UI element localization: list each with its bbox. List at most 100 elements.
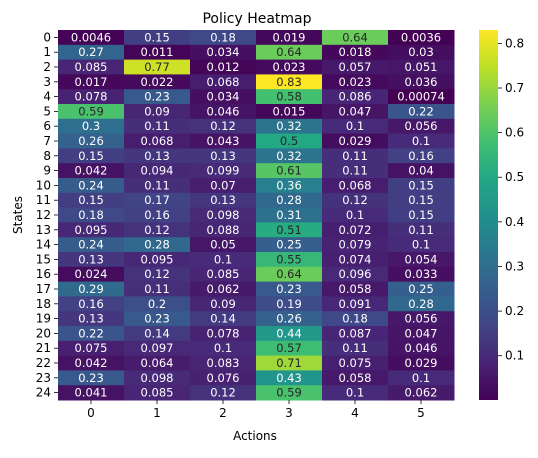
heatmap-cell [124,163,191,179]
heatmap-cell [388,133,455,149]
cell-value-label: 0.27 [78,45,104,59]
heatmap-cell [58,370,125,386]
heatmap-cell [388,355,455,371]
heatmap-cell [256,340,323,357]
cell-value-label: 0.096 [339,267,372,281]
heatmap-cell [388,281,455,297]
heatmap-cell [58,74,125,90]
x-axis-label: Actions [233,429,277,443]
heatmap-cell [256,30,323,46]
heatmap-cell [190,340,257,357]
heatmap-cell [58,266,125,283]
cell-value-label: 0.095 [141,252,174,266]
cell-value-label: 0.25 [408,282,434,296]
heatmap-cell [124,89,191,105]
heatmap-cell [256,148,323,164]
cell-value-label: 0.068 [207,75,240,89]
heatmap-cell [124,355,191,371]
cell-value-label: 0.11 [408,223,434,237]
cell-value-label: 0.011 [141,45,174,59]
x-tick-label: 1 [153,406,161,420]
heatmap-cell [388,30,455,46]
heatmap-cell [388,252,455,268]
heatmap-cell [388,266,455,283]
heatmap-cell [256,266,323,283]
heatmap-cell [322,222,389,238]
cell-value-label: 0.11 [342,149,368,163]
cell-value-label: 0.1 [346,119,364,133]
cell-value-label: 0.018 [339,45,372,59]
heatmap-cell [388,74,455,90]
cell-value-label: 0.55 [276,252,302,266]
cell-value-label: 0.16 [78,297,104,311]
y-tick-label: 0 [43,30,51,44]
cell-value-label: 0.11 [144,282,170,296]
cell-value-label: 0.13 [210,149,236,163]
heatmap-cell [322,281,389,297]
cell-value-label: 0.16 [408,149,434,163]
heatmap-cell [124,340,191,357]
cell-value-label: 0.068 [339,178,372,192]
heatmap-cell [322,296,389,312]
cell-value-label: 0.012 [207,60,240,74]
heatmap-cell [190,89,257,105]
cell-value-label: 0.03 [408,45,434,59]
heatmap-cell [190,296,257,312]
y-tick-label: 19 [36,312,51,326]
y-tick-label: 7 [43,134,51,148]
heatmap-cell [124,118,191,135]
heatmap-cell [58,311,125,327]
heatmap-cell [124,370,191,386]
cell-value-label: 0.036 [405,75,438,89]
y-tick-label: 14 [36,238,51,252]
cell-value-label: 0.091 [339,297,372,311]
y-tick-label: 21 [36,341,51,355]
heatmap-cell [190,311,257,327]
cell-value-label: 0.15 [78,149,104,163]
heatmap-cell [256,44,323,61]
cell-value-label: 0.11 [342,164,368,178]
cell-value-label: 0.047 [339,104,372,118]
heatmap-cell [58,237,125,253]
cell-value-label: 0.18 [210,30,236,44]
heatmap-cell [190,30,257,46]
heatmap-cell [190,74,257,90]
cell-value-label: 0.0046 [71,30,111,44]
heatmap-cell [58,385,125,401]
cell-value-label: 0.2 [148,297,166,311]
heatmap-cell [190,104,257,120]
heatmap-cell [190,266,257,283]
cell-value-label: 0.13 [210,193,236,207]
heatmap-cell [322,340,389,357]
heatmap-cell [322,163,389,179]
heatmap-cell [256,74,323,90]
x-tick-label: 4 [351,406,359,420]
heatmap-cell [388,222,455,238]
heatmap-cell [256,59,323,75]
y-tick-label: 20 [36,326,51,340]
cell-value-label: 0.1 [412,371,430,385]
heatmap-cell [388,178,455,194]
x-tick-label: 2 [219,406,227,420]
y-tick-label: 13 [36,223,51,237]
cell-value-label: 0.042 [75,356,108,370]
cell-value-label: 0.13 [144,149,170,163]
cell-value-label: 0.22 [408,104,434,118]
cell-value-label: 0.0036 [401,30,441,44]
heatmap-cell [256,385,323,401]
cell-value-label: 0.05 [210,238,236,252]
heatmap-cell [58,281,125,297]
cell-value-label: 0.075 [75,341,108,355]
cell-value-label: 0.085 [141,386,174,400]
heatmap-cell [190,118,257,135]
heatmap-cell [58,104,125,120]
heatmap-cell [124,104,191,120]
cell-value-label: 0.083 [207,356,240,370]
cell-value-label: 0.029 [339,134,372,148]
cell-value-label: 0.12 [144,223,170,237]
heatmap-cell [124,30,191,46]
heatmap-cell [190,281,257,297]
